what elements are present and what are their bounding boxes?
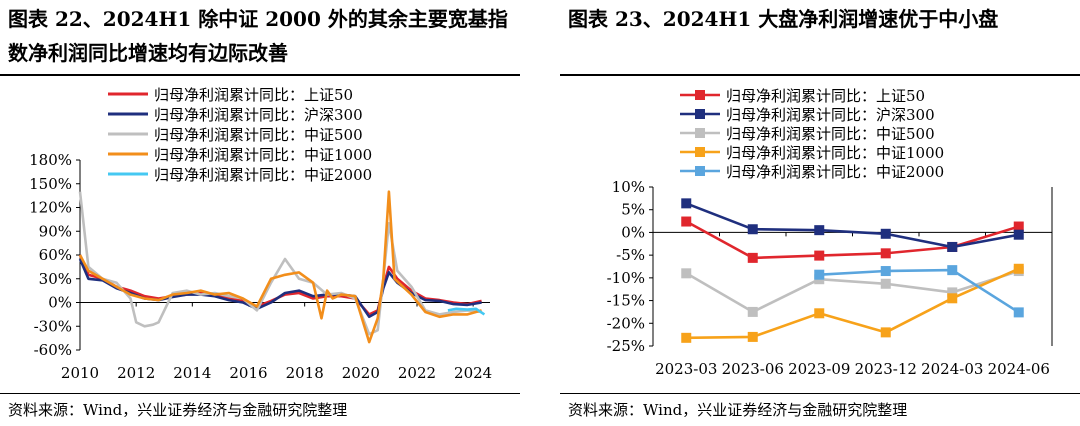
right-figure-title: 图表 23、2024H1 大盘净利润增速优于中小盘 [568,7,999,31]
left-x-tick-label: 2016 [229,364,267,382]
right-line-chart: 10% 5% 0% -5% -10% -15% -20% -25% 2023-03 2023-06… [607,87,1053,378]
left-y-tick-label: 30% [39,270,72,288]
left-figure-title-line2: 数净利润同比增速均有边际改善 [8,41,288,65]
right-series-marker-3 [880,327,891,338]
right-series-marker-0 [814,250,825,261]
left-x-tick-label: 2010 [61,364,99,382]
right-x-tick-label: 2023-03 [655,360,717,378]
right-x-tick-label: 2024-03 [921,360,983,378]
right-series-marker-0 [747,252,758,263]
left-x-tick-label: 2020 [342,364,380,382]
left-legend-label-2: 归母净利润累计同比：中证500 [154,126,363,144]
right-legend-label-0: 归母净利润累计同比：上证50 [726,87,925,105]
right-series-marker-3 [747,331,758,342]
right-series-marker-4 [947,265,958,276]
right-y-tick-label: 5% [621,201,645,219]
right-legend-label-1: 归母净利润累计同比：沪深300 [726,106,935,124]
right-y-tick-label: -5% [616,246,645,264]
left-figure-title-line1: 图表 22、2024H1 除中证 2000 外的其余主要宽基指 [8,7,508,31]
right-source-rule [560,393,1080,394]
right-series-marker-4 [880,266,891,277]
right-series-marker-1 [747,224,758,235]
right-legend-swatch-marker-3 [695,147,705,157]
right-x-tick-label: 2023-06 [722,360,784,378]
right-y-tick-label: -15% [607,292,645,310]
left-source-note: 资料来源：Wind，兴业证券经济与金融研究院整理 [8,401,348,419]
right-series-marker-0 [1013,221,1024,232]
right-y-tick-label: 0% [621,223,645,241]
left-legend-label-0: 归母净利润累计同比：上证50 [154,86,353,104]
right-figure-panel: 图表 23、2024H1 大盘净利润增速优于中小盘 10% 5% 0% -5% -10%… [560,0,1080,426]
left-x-tick-label: 2012 [117,364,155,382]
left-y-tick-label: 90% [39,222,72,240]
left-y-tick-label: -30% [34,317,72,335]
right-series-marker-0 [681,216,692,227]
right-series-marker-1 [681,198,692,209]
right-y-tick-label: -20% [607,314,645,332]
right-legend-swatch-marker-4 [695,166,705,176]
left-title-rule [0,74,520,76]
right-legend-swatch-marker-1 [695,109,705,119]
right-x-tick-label: 2023-09 [788,360,850,378]
left-series-line-3 [78,190,482,344]
right-legend-swatch-marker-0 [695,90,705,100]
left-series-line-2 [78,191,482,336]
right-x-tick-label: 2024-06 [988,360,1050,378]
left-legend-label-3: 归母净利润累计同比：中证1000 [154,146,372,164]
right-legend-label-3: 归母净利润累计同比：中证1000 [726,144,944,162]
left-legend-label-1: 归母净利润累计同比：沪深300 [154,106,363,124]
left-legend-label-4: 归母净利润累计同比：中证2000 [154,166,372,184]
right-series-marker-3 [1013,263,1024,274]
left-x-tick-label: 2022 [398,364,436,382]
left-figure-panel: 图表 22、2024H1 除中证 2000 外的其余主要宽基指 数净利润同比增速… [0,0,520,426]
right-series-marker-4 [1013,307,1024,318]
left-y-tick-label: 180% [29,151,72,169]
left-y-tick-label: 0% [48,294,72,312]
right-legend-label-2: 归母净利润累计同比：中证500 [726,125,935,143]
right-y-tick-label: -10% [607,269,645,287]
right-x-tick-label: 2023-12 [855,360,917,378]
right-series-marker-2 [880,278,891,289]
left-series-line-0 [78,254,482,316]
right-series-marker-0 [880,248,891,259]
right-series-line-0 [685,220,1020,260]
right-series-marker-4 [814,269,825,280]
right-series-marker-3 [681,332,692,343]
right-series-marker-1 [814,225,825,236]
right-series-line-1 [685,202,1020,249]
right-series-marker-1 [880,228,891,239]
right-series-marker-1 [1013,229,1024,240]
left-line-chart: 180% 150% 120% 90% 60% 30% 0% -30% -60% 2010 2012 2… [29,86,492,382]
right-legend-label-4: 归母净利润累计同比：中证2000 [726,163,944,181]
right-y-tick-label: 10% [612,178,645,196]
left-series-line-4 [447,307,486,316]
right-series-marker-1 [947,241,958,252]
right-title-rule [560,74,1080,76]
left-y-tick-label: 60% [39,246,72,264]
left-y-tick-label: -60% [34,341,72,359]
right-series-line-4 [819,268,1020,314]
left-source-rule [0,393,520,394]
right-series-marker-2 [947,287,958,298]
right-legend-swatch-marker-2 [695,128,705,138]
left-y-tick-label: 150% [29,175,72,193]
right-series-marker-2 [681,268,692,279]
right-series-marker-3 [814,308,825,319]
left-x-tick-label: 2018 [286,364,324,382]
left-x-tick-label: 2024 [454,364,492,382]
left-x-tick-label: 2014 [173,364,211,382]
left-y-tick-label: 120% [29,199,72,217]
right-series-line-3 [686,267,1020,340]
right-y-tick-label: -25% [607,337,645,355]
right-source-note: 资料来源：Wind，兴业证券经济与金融研究院整理 [568,401,908,419]
right-series-line-2 [685,269,1020,314]
right-series-marker-3 [947,293,958,304]
right-series-marker-2 [747,306,758,317]
